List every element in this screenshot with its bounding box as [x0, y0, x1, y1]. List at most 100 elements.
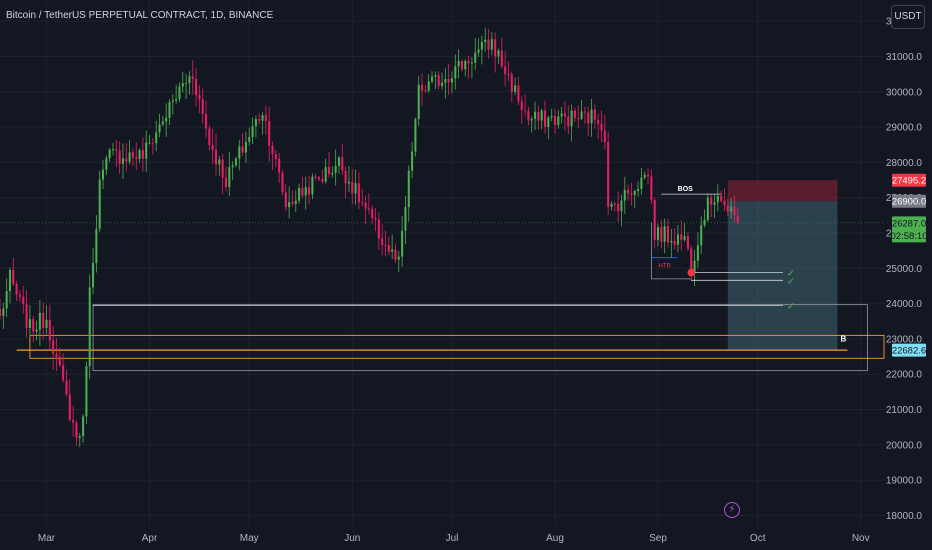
candle[interactable]: [327, 152, 331, 178]
candle[interactable]: [208, 125, 211, 151]
candle[interactable]: [15, 280, 18, 301]
candle[interactable]: [361, 189, 364, 207]
candle[interactable]: [660, 219, 663, 249]
candle[interactable]: [407, 165, 410, 222]
candle[interactable]: [647, 168, 650, 185]
candle[interactable]: [181, 71, 184, 93]
candle[interactable]: [205, 100, 208, 138]
candle[interactable]: [52, 326, 55, 370]
candle[interactable]: [696, 232, 699, 268]
candle[interactable]: [534, 101, 537, 131]
candle[interactable]: [424, 84, 427, 93]
candle[interactable]: [500, 37, 503, 69]
candle[interactable]: [8, 267, 12, 304]
candle[interactable]: [251, 117, 254, 144]
candle[interactable]: [613, 201, 616, 212]
price-axis[interactable]: 18000.0 19000.0 20000.0 21000.0 22000.0 23000…: [886, 17, 923, 522]
candle[interactable]: [105, 155, 108, 176]
candle[interactable]: [191, 60, 194, 95]
candle[interactable]: [165, 103, 168, 137]
candle[interactable]: [294, 190, 297, 213]
candle[interactable]: [421, 73, 424, 106]
candle[interactable]: [0, 298, 2, 320]
candle[interactable]: [377, 212, 380, 250]
candle[interactable]: [324, 158, 327, 184]
candle[interactable]: [231, 161, 234, 180]
candle[interactable]: [371, 204, 374, 225]
candle[interactable]: [121, 143, 124, 180]
candle[interactable]: [557, 110, 560, 129]
candle[interactable]: [387, 236, 390, 256]
candle[interactable]: [218, 155, 221, 176]
candle[interactable]: [640, 168, 643, 195]
candle[interactable]: [135, 142, 138, 171]
candle[interactable]: [467, 55, 470, 79]
candle[interactable]: [680, 220, 683, 251]
candle[interactable]: [603, 115, 606, 150]
candle[interactable]: [62, 353, 65, 383]
candle[interactable]: [673, 228, 676, 250]
candle[interactable]: [593, 104, 596, 129]
candle[interactable]: [2, 302, 5, 330]
candle[interactable]: [357, 171, 360, 210]
candle[interactable]: [623, 176, 626, 214]
candles[interactable]: [0, 27, 739, 447]
candle[interactable]: [364, 195, 367, 225]
candle[interactable]: [700, 216, 703, 254]
candle[interactable]: [643, 171, 646, 180]
candle[interactable]: [537, 105, 540, 131]
candle[interactable]: [238, 139, 241, 171]
candle[interactable]: [666, 218, 670, 248]
candle[interactable]: [337, 155, 341, 174]
candle[interactable]: [115, 139, 118, 167]
candle[interactable]: [720, 190, 723, 204]
candle[interactable]: [35, 320, 38, 341]
candle[interactable]: [88, 274, 91, 380]
candle[interactable]: [670, 228, 673, 259]
candle[interactable]: [98, 170, 101, 233]
candle[interactable]: [145, 130, 148, 172]
candle[interactable]: [22, 285, 25, 314]
time-axis[interactable]: Mar Apr May Jun Jul Aug Sep Oct Nov: [38, 533, 870, 544]
candle[interactable]: [18, 290, 21, 303]
candle[interactable]: [274, 150, 277, 168]
candle[interactable]: [723, 188, 726, 211]
candle[interactable]: [108, 147, 111, 162]
candle[interactable]: [258, 113, 261, 125]
candle[interactable]: [148, 135, 151, 145]
candle[interactable]: [504, 51, 507, 87]
candle[interactable]: [713, 193, 716, 218]
candle[interactable]: [580, 99, 583, 121]
candle[interactable]: [394, 243, 397, 264]
candle[interactable]: [637, 181, 640, 197]
candle[interactable]: [234, 156, 237, 168]
candle[interactable]: [617, 191, 620, 223]
candle[interactable]: [627, 184, 630, 201]
candle[interactable]: [341, 143, 344, 176]
candle[interactable]: [45, 305, 48, 335]
candle[interactable]: [58, 347, 61, 368]
candle[interactable]: [284, 184, 287, 212]
candle[interactable]: [291, 190, 294, 207]
candle[interactable]: [450, 71, 454, 93]
candle[interactable]: [547, 115, 550, 140]
candle[interactable]: [318, 176, 321, 182]
candle[interactable]: [244, 131, 247, 163]
candle[interactable]: [527, 107, 530, 126]
currency-button[interactable]: USDT: [891, 5, 925, 29]
candle[interactable]: [401, 216, 404, 267]
candle[interactable]: [161, 115, 164, 127]
candle[interactable]: [736, 207, 739, 225]
candle[interactable]: [248, 127, 251, 146]
candle[interactable]: [101, 159, 105, 189]
candle[interactable]: [703, 209, 706, 228]
candle[interactable]: [48, 304, 51, 350]
candle[interactable]: [437, 71, 440, 90]
candle[interactable]: [733, 195, 736, 223]
candle[interactable]: [454, 54, 457, 90]
candle[interactable]: [384, 230, 387, 257]
candle[interactable]: [484, 27, 487, 52]
candle[interactable]: [131, 148, 134, 166]
candle[interactable]: [434, 71, 437, 89]
